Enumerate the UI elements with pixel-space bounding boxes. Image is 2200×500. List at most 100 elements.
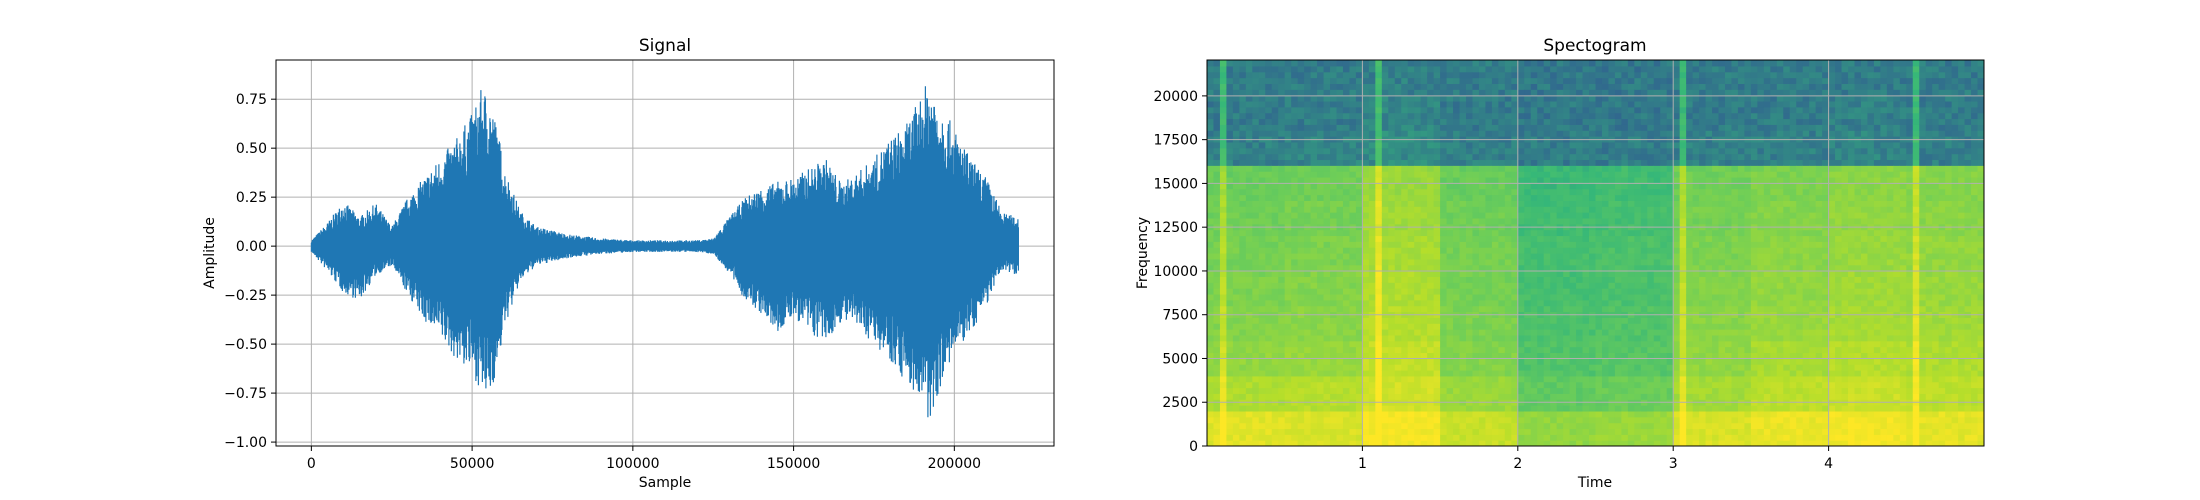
spectrogram-cell <box>1543 106 1551 114</box>
spectrogram-cell <box>1478 364 1487 371</box>
spectrogram-cell <box>1686 212 1694 219</box>
spectrogram-cell <box>1388 381 1396 389</box>
spectrogram-cell <box>1556 334 1564 342</box>
spectrogram-cell <box>1511 147 1519 155</box>
spectrogram-cell <box>1466 130 1474 137</box>
spectrogram-cell <box>1478 153 1487 161</box>
spectrogram-cell <box>1478 100 1487 108</box>
spectrogram-cell <box>1368 77 1376 84</box>
spectrogram-cell <box>1653 217 1661 225</box>
spectrogram-cell <box>1258 200 1266 207</box>
spectrogram-cell <box>1407 288 1415 295</box>
spectrogram-cell <box>1291 200 1299 207</box>
spectrogram-cell <box>1381 247 1389 254</box>
spectrogram-cell <box>1459 83 1467 90</box>
spectrogram-cell <box>1595 299 1603 307</box>
spectrogram-cell <box>1550 229 1558 237</box>
spectrogram-cell <box>1317 118 1325 125</box>
spectrogram-cell <box>1394 100 1402 108</box>
spectrogram-cell <box>1627 346 1635 354</box>
spectrogram-cell <box>1440 194 1448 201</box>
spectrogram-cell <box>1653 200 1661 207</box>
spectrogram-cell <box>1401 118 1409 125</box>
spectrogram-cell <box>1265 83 1273 90</box>
spectrogram-cell <box>1550 305 1558 313</box>
spectrogram-cell <box>1440 77 1448 84</box>
spectrogram-cell <box>1401 235 1409 242</box>
spectrogram-cell <box>1336 288 1344 295</box>
spectrogram-cell <box>1336 83 1344 90</box>
spectrogram-cell <box>1563 106 1571 114</box>
spectrogram-cell <box>1478 182 1487 190</box>
spectrogram-cell <box>1627 212 1635 219</box>
spectrogram-cell <box>1660 95 1668 102</box>
spectrogram-cell <box>1317 182 1325 190</box>
spectrogram-cell <box>1563 329 1571 336</box>
spectrogram-cell <box>1459 405 1467 412</box>
spectrogram-cell <box>1511 95 1519 102</box>
spectrogram-cell <box>1232 171 1240 178</box>
spectrogram-cell <box>1388 71 1396 79</box>
spectrogram-cell <box>1569 235 1577 242</box>
spectrogram-cell <box>1530 130 1538 137</box>
spectrogram-cell <box>1355 293 1363 301</box>
spectrogram-cell <box>1595 270 1603 277</box>
spectrogram-cell <box>1601 89 1610 96</box>
spectrogram-cell <box>1401 147 1409 155</box>
spectrogram-cell <box>1368 387 1376 394</box>
spectrogram-cell <box>1504 340 1512 348</box>
spectrogram-cell <box>1317 288 1325 295</box>
spectrogram-cell <box>1524 369 1532 377</box>
spectrogram-cell <box>1563 147 1571 155</box>
spectrogram-cell <box>1310 340 1318 348</box>
spectrogram-cell <box>1550 124 1558 131</box>
spectrogram-cell <box>1634 241 1642 248</box>
spectrogram-cell <box>1420 130 1428 137</box>
spectrogram-cell <box>1608 212 1616 219</box>
spectrogram-cell <box>1304 206 1312 213</box>
spectrogram-cell <box>1440 112 1448 120</box>
spectrogram-cell <box>1595 293 1603 301</box>
spectrogram-cell <box>1653 171 1661 178</box>
spectrogram-cell <box>1491 141 1499 149</box>
spectrogram-cell <box>1297 270 1305 277</box>
spectrogram-cell <box>1498 141 1506 149</box>
spectrogram-cell <box>1453 340 1461 348</box>
spectrogram-cell <box>1375 264 1383 272</box>
spectrogram-cell <box>1556 416 1564 424</box>
spectrogram-cell <box>1485 323 1493 330</box>
spectrogram-cell <box>1517 358 1525 365</box>
spectrogram-cell <box>1530 369 1538 377</box>
spectrogram-cell <box>1232 264 1240 272</box>
spectrogram-cell <box>1537 124 1545 131</box>
spectrogram-cell <box>1472 60 1480 67</box>
spectrogram-cell <box>1660 387 1668 394</box>
spectrogram-cell <box>1368 264 1376 272</box>
spectrogram-cell <box>1401 229 1409 237</box>
spectrogram-cell <box>1511 340 1519 348</box>
spectrogram-cell <box>1576 194 1584 201</box>
spectrogram-cell <box>1433 159 1441 166</box>
spectrogram-cell <box>1330 77 1338 84</box>
spectrogram-cell <box>1614 317 1622 324</box>
spectrogram-cell <box>1394 165 1402 172</box>
spectrogram-cell <box>1284 381 1292 389</box>
spectrogram-cell <box>1232 282 1240 289</box>
spectrogram-cell <box>1291 329 1299 336</box>
spectrogram-cell <box>1336 171 1344 178</box>
spectrogram-cell <box>1673 381 1681 389</box>
spectrogram-cell <box>1679 229 1687 237</box>
spectrogram-cell <box>1355 410 1363 418</box>
spectrogram-cell <box>1621 65 1629 73</box>
spectrogram-cell <box>1472 422 1480 430</box>
spectrogram-cell <box>1407 369 1415 377</box>
spectrogram-cell <box>1504 83 1512 90</box>
spectrogram-cell <box>1213 440 1221 446</box>
spectrogram-cell <box>1446 387 1454 394</box>
spectrogram-cell <box>1530 77 1538 84</box>
spectrogram-cell <box>1679 60 1687 67</box>
spectrogram-cell <box>1589 428 1597 435</box>
spectrogram-cell <box>1485 147 1493 155</box>
spectrogram-cell <box>1446 171 1454 178</box>
spectrogram-cell <box>1537 65 1545 73</box>
